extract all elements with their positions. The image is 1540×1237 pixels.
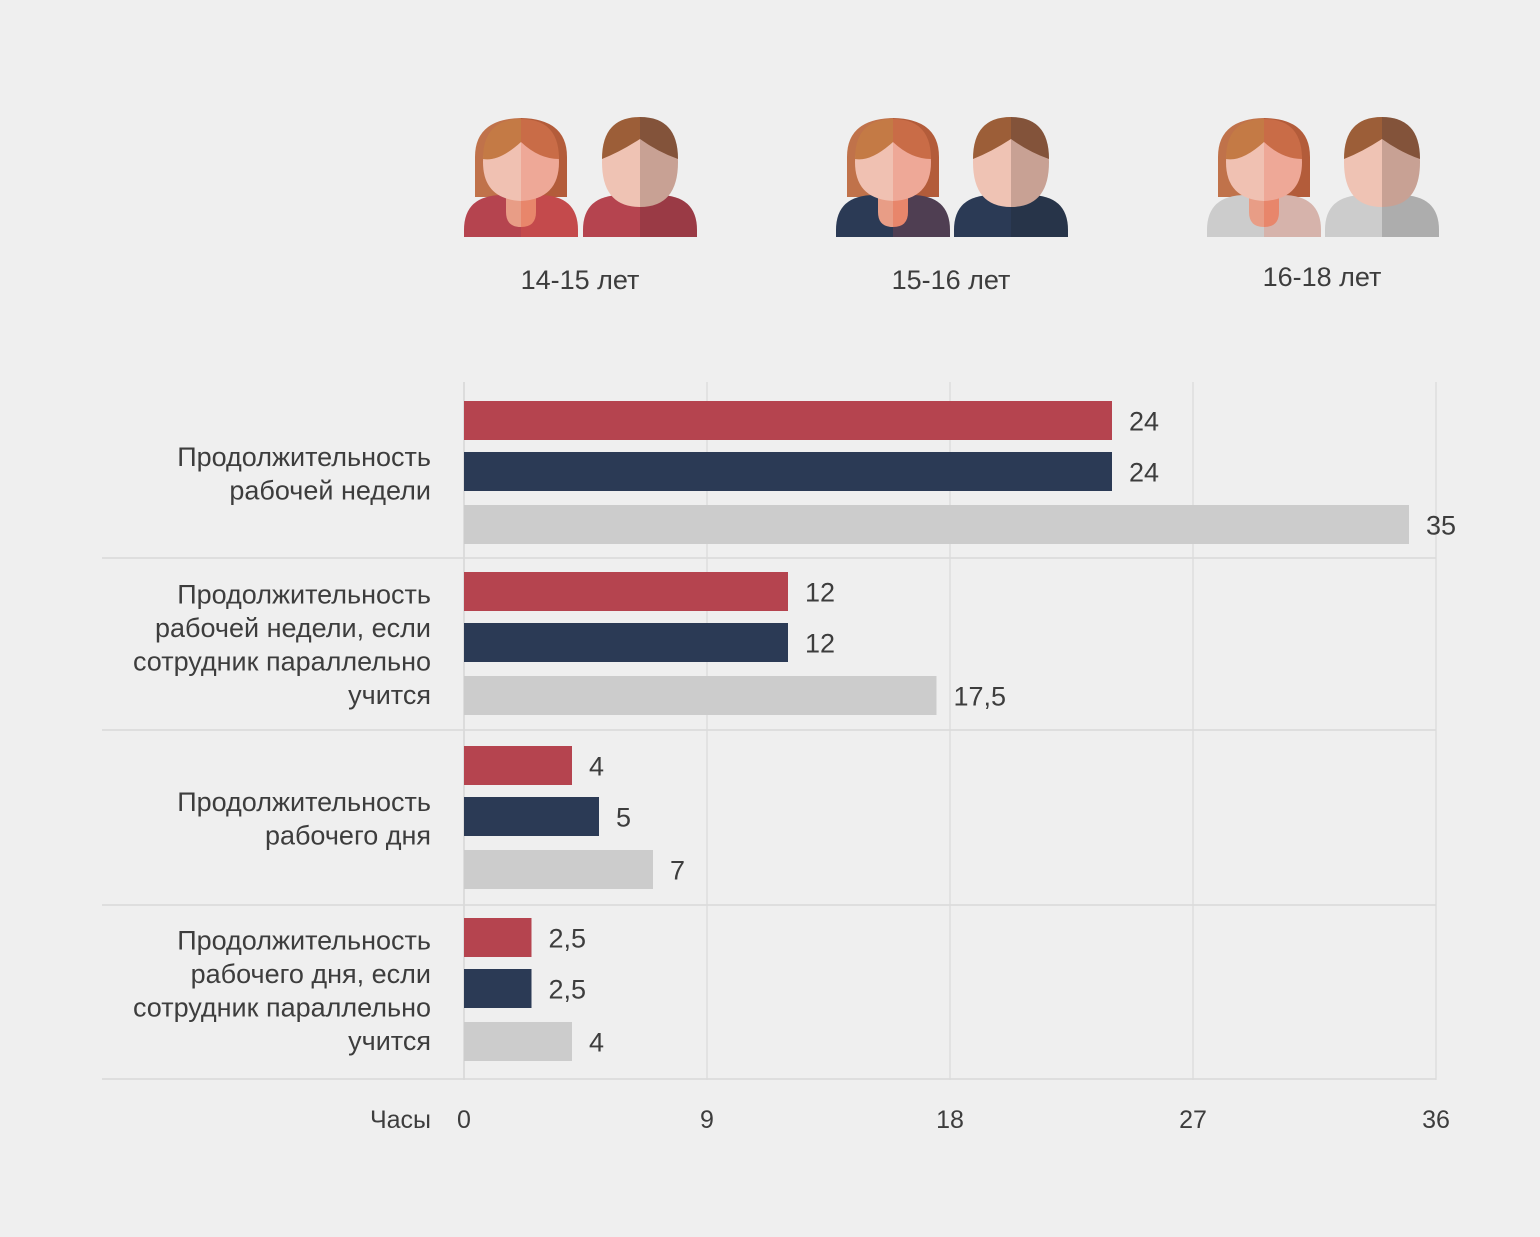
bar xyxy=(464,676,937,715)
x-tick-label: 0 xyxy=(457,1106,471,1134)
hair-bangs xyxy=(483,119,521,160)
bar xyxy=(464,797,599,836)
hair xyxy=(1344,117,1382,159)
hair xyxy=(640,117,678,159)
legend-label: 14-15 лет xyxy=(521,265,640,295)
x-axis-label: Часы xyxy=(370,1106,431,1134)
bar-value-label: 12 xyxy=(805,578,835,608)
bar xyxy=(464,623,788,662)
bar xyxy=(464,850,653,889)
hair xyxy=(973,117,1011,159)
category-label: Продолжительность xyxy=(177,787,431,817)
category-label: Продолжительность xyxy=(177,579,431,609)
category-label: сотрудник параллельно xyxy=(133,646,431,676)
hair xyxy=(1382,117,1420,159)
hair xyxy=(1011,117,1049,159)
bar xyxy=(464,1022,572,1061)
category-label: рабочей недели xyxy=(229,475,431,505)
bar xyxy=(464,918,532,957)
bar xyxy=(464,746,572,785)
category-label: рабочего дня xyxy=(265,820,431,850)
bar-value-label: 17,5 xyxy=(954,682,1007,712)
hair-bangs xyxy=(1226,119,1264,160)
bar-value-label: 2,5 xyxy=(549,975,587,1005)
category-label: Продолжительность xyxy=(177,925,431,955)
body xyxy=(583,195,640,237)
category-label: рабочего дня, если xyxy=(191,959,431,989)
bar xyxy=(464,452,1112,491)
x-tick-label: 18 xyxy=(936,1106,964,1134)
bar xyxy=(464,505,1409,544)
bar-value-label: 5 xyxy=(616,803,631,833)
bar xyxy=(464,969,532,1008)
body xyxy=(1382,195,1439,237)
hair-bangs xyxy=(521,119,559,159)
bar-value-label: 7 xyxy=(670,856,685,886)
bar-value-label: 12 xyxy=(805,629,835,659)
body xyxy=(640,195,697,237)
body xyxy=(1325,195,1382,237)
hair-bangs xyxy=(855,119,893,160)
legend-label: 15-16 лет xyxy=(892,265,1011,295)
bar-value-label: 2,5 xyxy=(549,924,587,954)
hair-bangs xyxy=(893,119,931,159)
x-tick-label: 9 xyxy=(700,1106,714,1134)
bar-value-label: 24 xyxy=(1129,407,1159,437)
category-label: Продолжительность xyxy=(177,442,431,472)
bar-value-label: 4 xyxy=(589,1028,604,1058)
body xyxy=(954,195,1011,237)
category-label: учится xyxy=(348,1026,431,1056)
legend-item: 15-16 лет xyxy=(836,117,1068,295)
category-label: сотрудник параллельно xyxy=(133,992,431,1022)
hair xyxy=(602,117,640,159)
category-label: учится xyxy=(348,680,431,710)
legend-item: 16-18 лет xyxy=(1207,117,1439,292)
legend-item: 14-15 лет xyxy=(464,117,697,295)
x-tick-label: 36 xyxy=(1422,1106,1450,1134)
category-label: рабочей недели, если xyxy=(155,613,431,643)
bar xyxy=(464,401,1112,440)
bar xyxy=(464,572,788,611)
hair-bangs xyxy=(1264,119,1302,159)
bar-value-label: 35 xyxy=(1426,511,1456,541)
bar-value-label: 4 xyxy=(589,752,604,782)
bar-value-label: 24 xyxy=(1129,458,1159,488)
body xyxy=(1011,195,1068,237)
x-tick-label: 27 xyxy=(1179,1106,1207,1134)
legend-label: 16-18 лет xyxy=(1263,262,1382,292)
